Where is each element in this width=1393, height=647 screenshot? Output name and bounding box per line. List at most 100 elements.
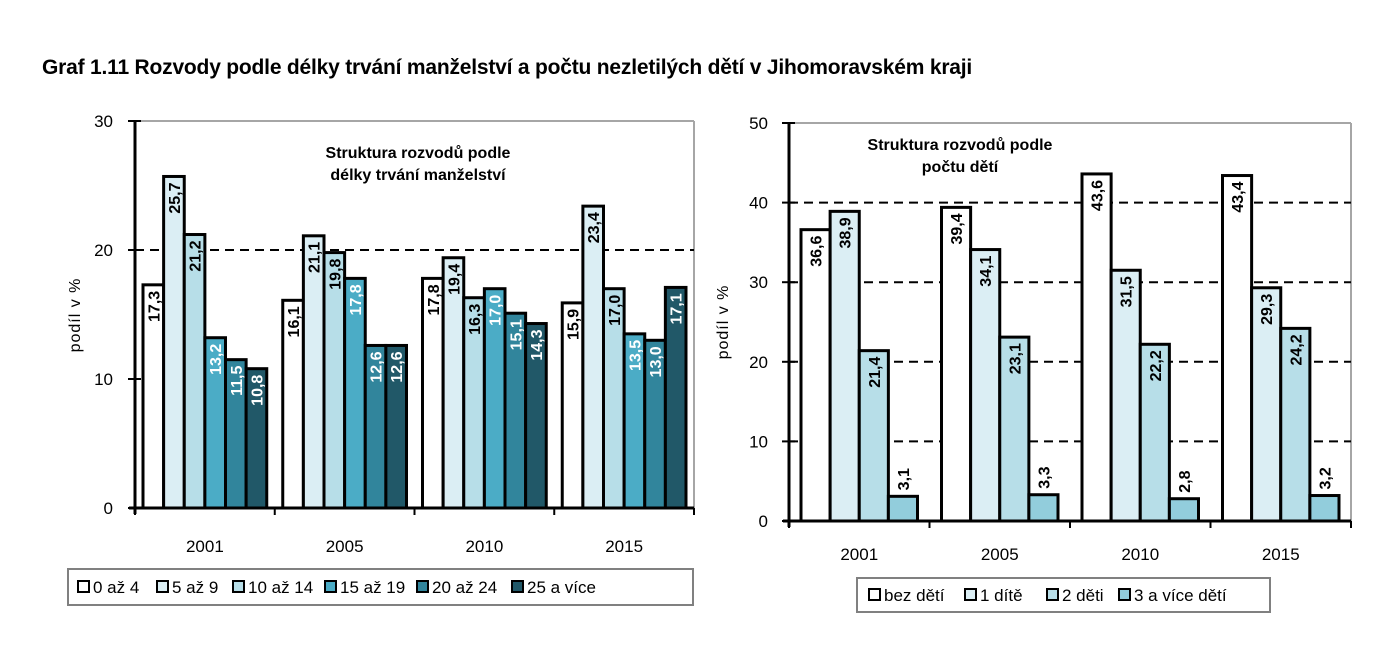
data-label: 19,4 [446,264,463,295]
y-tick-label: 30 [749,273,768,292]
data-label: 19,8 [327,258,344,289]
data-label: 2,8 [1177,470,1194,492]
data-label: 13,2 [208,344,225,375]
data-label: 29,3 [1259,294,1276,325]
data-label: 21,2 [188,240,205,271]
data-label: 22,2 [1148,350,1165,381]
data-label: 38,9 [838,217,855,248]
legend-label: 20 až 24 [432,578,497,597]
x-category-label: 2015 [1262,545,1300,564]
legend-label: 25 a více [527,578,596,597]
x-category-label: 2001 [186,537,224,556]
data-label: 24,2 [1288,334,1305,365]
data-label: 15,9 [566,309,583,340]
data-label: 31,5 [1119,276,1136,307]
data-label: 13,5 [627,340,644,371]
data-label: 12,6 [369,351,386,382]
bar [940,205,973,523]
bar [182,233,207,510]
legend-label: 5 až 9 [172,578,218,597]
chart-annotation-line: Struktura rozvodů podle [868,137,1053,154]
data-label: 11,5 [229,366,246,396]
x-category-label: 2005 [326,537,364,556]
bar [1308,494,1341,523]
bar [1080,172,1113,523]
data-label: 17,8 [348,284,365,315]
data-label: 17,1 [669,293,686,324]
y-axis-title: podíl v % [715,285,732,360]
bar [581,204,605,510]
data-label: 25,7 [167,182,184,213]
data-label: 34,1 [978,255,995,286]
data-label: 17,8 [426,284,443,315]
bar [886,494,919,523]
data-label: 10,8 [249,375,266,406]
chart-annotation-line: Struktura rozvodů podle [326,145,511,162]
x-category-label: 2010 [465,537,503,556]
bar [301,234,326,510]
legend: 0 až 4 5 až 9 10 až 14 15 až 19 20 až 24 25 a… [67,568,694,606]
data-label: 3,2 [1317,467,1334,489]
legend-label: 1 dítě [980,586,1023,605]
bar [322,251,347,510]
data-label: 12,6 [389,351,406,382]
data-label: 16,3 [467,304,484,335]
y-tick-label: 50 [749,114,768,133]
x-category-label: 2001 [840,545,878,564]
bar [969,248,1002,523]
legend-swatch [1046,588,1059,601]
y-tick-label: 10 [749,432,768,451]
bar [799,228,832,523]
data-label: 13,0 [648,346,665,377]
legend-swatch [511,580,524,593]
y-tick-label: 0 [104,499,113,518]
legend-label: 15 až 19 [340,578,405,597]
data-label: 36,6 [809,236,826,267]
y-tick-label: 30 [94,112,113,131]
legend-box [856,577,1271,613]
chart-1: Struktura rozvodů podle délky trvání manž… [67,112,695,606]
legend-label: 10 až 14 [248,578,313,597]
y-axis-title: podíl v % [67,278,84,353]
legend-swatch [1118,588,1131,601]
legend-box [67,568,694,606]
bar [857,349,890,523]
y-tick-label: 20 [94,241,113,260]
data-label: 39,4 [949,213,966,244]
bar [828,209,861,523]
chart-annotation-line: počtu dětí [922,159,999,176]
data-label: 21,4 [867,357,884,388]
chart-annotation-line: délky trvání manželství [330,167,506,184]
legend: bez dětí 1 dítě 2 děti 3 a více dětí [856,577,1271,613]
bar [998,335,1031,523]
legend-swatch [77,580,90,593]
data-label: 17,3 [146,291,163,322]
legend-swatch [232,580,245,593]
y-tick-label: 40 [749,194,768,213]
data-label: 23,1 [1007,343,1024,374]
figure-title: Graf 1.11 Rozvody podle délky trvání man… [42,56,973,79]
y-tick-label: 20 [749,353,768,372]
legend-label: 2 děti [1062,586,1104,605]
legend-swatch [868,588,881,601]
legend-swatch [324,580,337,593]
data-label: 15,1 [508,319,525,350]
legend-swatch [964,588,977,601]
data-label: 21,1 [307,242,324,273]
x-category-label: 2005 [981,545,1019,564]
data-label: 17,0 [607,295,624,326]
chart-2: Struktura rozvodů podle počtu dětí 36,6 39,… [715,114,1352,613]
data-label: 3,3 [1036,466,1053,488]
legend-swatch [156,580,169,593]
data-label: 3,1 [896,468,913,490]
data-label: 43,6 [1090,180,1107,211]
legend-label: bez dětí [884,586,945,605]
x-category-label: 2010 [1121,545,1159,564]
y-tick-label: 10 [94,370,113,389]
bar [1279,326,1312,523]
x-category-label: 2015 [605,537,643,556]
data-label: 17,0 [488,295,505,326]
data-label: 23,4 [586,212,603,243]
bar [1221,174,1254,523]
